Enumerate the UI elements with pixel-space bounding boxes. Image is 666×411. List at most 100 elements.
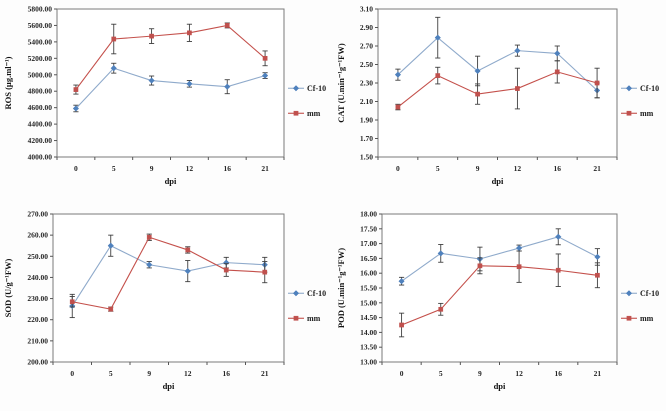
y-tick-label: 14.50 bbox=[360, 313, 377, 322]
square-marker bbox=[595, 272, 600, 278]
square-marker bbox=[516, 264, 522, 270]
legend-label: Cf-10 bbox=[640, 289, 659, 298]
y-tick-label: 17.50 bbox=[360, 224, 377, 233]
x-tick-label: 0 bbox=[400, 369, 404, 378]
y-axis-title: SOD (U/g⁻¹FW) bbox=[3, 258, 13, 317]
chart-ros: 4000.00 4200.00 4400.00 4600.00 4800.00 5000.… bbox=[0, 0, 333, 205]
legend-diamond-marker bbox=[625, 85, 633, 92]
x-tick-label: 5 bbox=[109, 369, 113, 378]
legend: Cf-10 mm bbox=[621, 289, 659, 323]
square-marker bbox=[477, 263, 483, 269]
x-tick-label: 12 bbox=[514, 164, 522, 173]
x-tick-label: 5 bbox=[112, 164, 116, 173]
square-marker bbox=[554, 69, 560, 75]
y-tick-label: 270.00 bbox=[27, 210, 48, 219]
square-marker bbox=[185, 247, 191, 253]
y-tick-label: 16.00 bbox=[360, 269, 377, 278]
y-tick-label: 220.00 bbox=[27, 315, 48, 324]
diamond-marker bbox=[184, 267, 191, 275]
diamond-marker bbox=[514, 47, 521, 54]
diamond-marker bbox=[594, 253, 601, 261]
x-tick-label: 9 bbox=[476, 164, 480, 173]
x-tick-label: 16 bbox=[555, 369, 563, 378]
series-line bbox=[72, 236, 265, 310]
y-axis-title: POD (U.min⁻¹g⁻¹FW) bbox=[336, 248, 346, 328]
square-marker bbox=[262, 55, 268, 61]
y-axis: 1.50 1.70 1.90 2.10 2.30 2.50 2.70 2.90 3.10 bbox=[360, 5, 378, 162]
y-tick-label: 230.00 bbox=[27, 294, 48, 303]
x-axis-title: dpi bbox=[165, 176, 177, 186]
square-marker bbox=[224, 23, 230, 28]
square-marker bbox=[594, 80, 600, 86]
series-mm bbox=[73, 22, 268, 95]
plot-border bbox=[52, 213, 285, 363]
series-mm bbox=[69, 233, 268, 312]
x-tick-label: 12 bbox=[515, 369, 523, 378]
x-tick-label: 0 bbox=[70, 369, 74, 378]
y-tick-label: 5000.00 bbox=[28, 70, 53, 79]
x-axis: 0 5 9 12 16 21 bbox=[56, 157, 285, 173]
legend-label: Cf-10 bbox=[307, 289, 326, 298]
square-marker bbox=[399, 322, 404, 328]
y-tick-label: 13.00 bbox=[360, 358, 377, 367]
y-tick-label: 5600.00 bbox=[28, 21, 53, 30]
y-tick-label: 5400.00 bbox=[28, 37, 53, 46]
chart-pod: 13.00 13.50 14.00 14.50 15.00 15.50 16.00 16.50… bbox=[333, 205, 666, 410]
y-tick-label: 13.50 bbox=[360, 343, 377, 352]
square-marker bbox=[146, 234, 152, 240]
diamond-marker bbox=[554, 50, 561, 57]
x-tick-label: 5 bbox=[436, 164, 440, 173]
sod-chart-canvas: 200.00 210.00 220.00 230.00 240.00 250.00 260.… bbox=[3, 210, 326, 392]
y-tick-label: 2.50 bbox=[360, 60, 373, 69]
legend-square-marker bbox=[293, 110, 299, 116]
y-tick-label: 4400.00 bbox=[28, 120, 53, 129]
y-tick-label: 4000.00 bbox=[28, 153, 53, 162]
y-tick-label: 5200.00 bbox=[28, 54, 53, 63]
legend-label: mm bbox=[640, 314, 654, 323]
diamond-marker bbox=[107, 242, 114, 249]
series-line bbox=[401, 265, 598, 326]
legend-diamond-marker bbox=[292, 85, 300, 92]
plot-border bbox=[381, 213, 618, 363]
y-axis: 4000.00 4200.00 4400.00 4600.00 4800.00 5000.… bbox=[28, 5, 57, 162]
square-marker bbox=[262, 269, 268, 275]
x-tick-label: 21 bbox=[261, 369, 269, 378]
diamond-marker bbox=[437, 250, 444, 257]
x-tick-label: 9 bbox=[147, 369, 151, 378]
y-tick-label: 2.90 bbox=[360, 23, 373, 32]
square-marker bbox=[223, 267, 229, 273]
square-marker bbox=[73, 87, 79, 92]
square-marker bbox=[69, 299, 75, 305]
legend-diamond-marker bbox=[292, 290, 300, 297]
diamond-marker bbox=[146, 261, 153, 268]
y-tick-label: 250.00 bbox=[27, 252, 48, 261]
y-tick-label: 1.90 bbox=[360, 116, 373, 125]
x-tick-label: 16 bbox=[554, 164, 562, 173]
pod-chart-canvas: 13.00 13.50 14.00 14.50 15.00 15.50 16.00 16.50… bbox=[336, 210, 659, 392]
diamond-marker bbox=[474, 67, 481, 75]
ros-chart-canvas: 4000.00 4200.00 4400.00 4600.00 4800.00 5000.… bbox=[3, 5, 326, 187]
y-tick-label: 15.50 bbox=[360, 284, 377, 293]
diamond-marker bbox=[434, 34, 441, 41]
series-line bbox=[71, 245, 265, 307]
legend-label: Cf-10 bbox=[640, 84, 659, 93]
x-tick-label: 21 bbox=[261, 164, 269, 173]
series-Cf-10 bbox=[394, 16, 601, 99]
y-tick-label: 2.70 bbox=[360, 42, 373, 51]
diamond-marker bbox=[110, 65, 117, 72]
square-marker bbox=[108, 306, 114, 312]
legend-square-marker bbox=[626, 315, 632, 321]
square-marker bbox=[438, 306, 444, 312]
x-tick-label: 0 bbox=[396, 164, 400, 173]
x-tick-label: 21 bbox=[593, 164, 601, 173]
y-axis: 13.00 13.50 14.00 14.50 15.00 15.50 16.00 16.50… bbox=[360, 210, 382, 367]
square-marker bbox=[149, 33, 154, 39]
square-marker bbox=[475, 91, 480, 97]
diamond-marker bbox=[394, 71, 402, 78]
plot-border bbox=[377, 8, 618, 158]
cat-chart-canvas: 1.50 1.70 1.90 2.10 2.30 2.50 2.70 2.90 3.10 0 5 9 1… bbox=[336, 5, 659, 187]
plot-border bbox=[56, 8, 285, 158]
series-Cf-10 bbox=[72, 62, 269, 113]
x-axis-title: dpi bbox=[163, 381, 175, 391]
